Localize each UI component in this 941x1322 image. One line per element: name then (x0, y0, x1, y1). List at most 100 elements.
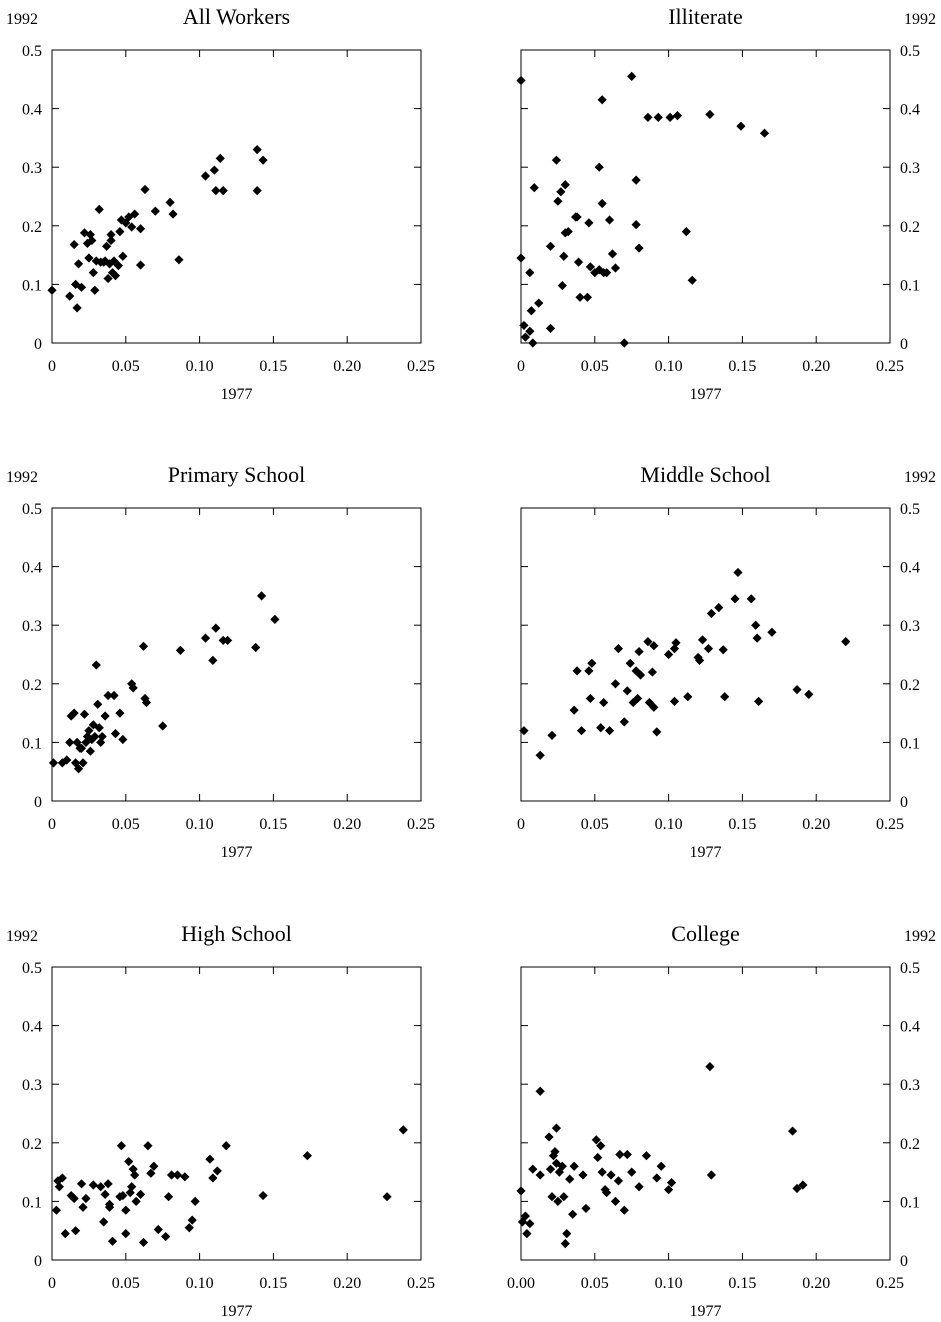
data-point (73, 259, 84, 269)
y-tick-label: 0 (900, 794, 908, 811)
x-tick-label: 0.10 (655, 358, 683, 375)
data-point (252, 186, 262, 196)
data-point (109, 256, 119, 266)
data-point (560, 1238, 570, 1249)
y-tick-label: 0.4 (900, 560, 920, 577)
data-point (205, 1154, 215, 1164)
data-point (200, 171, 211, 181)
x-tick-label: 0.10 (186, 816, 214, 833)
data-point (547, 1192, 557, 1202)
data-point (544, 1132, 554, 1142)
data-point (211, 623, 221, 633)
data-point (100, 1189, 110, 1199)
y-axis-label: 1992 (6, 928, 38, 945)
data-point (127, 222, 137, 232)
x-axis-label: 1977 (221, 386, 253, 403)
data-point (683, 692, 693, 702)
data-point (520, 332, 531, 342)
data-point (669, 696, 680, 706)
data-point (597, 1167, 607, 1177)
data-point (529, 183, 539, 193)
data-point (587, 658, 597, 668)
data-point (578, 1170, 588, 1180)
data-point (164, 1192, 174, 1202)
y-axis-label: 1992 (904, 928, 936, 945)
data-point (591, 1135, 601, 1145)
data-point (647, 667, 657, 677)
data-point (109, 690, 119, 701)
x-tick-label: 0.25 (407, 358, 435, 375)
data-point (166, 1170, 177, 1180)
data-point (565, 1174, 575, 1184)
data-point (91, 660, 101, 670)
x-tick-label: 0.00 (507, 1275, 535, 1292)
data-point (519, 320, 529, 331)
x-axis-label: 1977 (690, 386, 722, 403)
data-point (149, 1161, 159, 1171)
data-point (76, 743, 87, 753)
data-point (562, 1229, 572, 1239)
data-point (649, 641, 659, 651)
data-point (143, 1141, 153, 1151)
data-point (208, 655, 218, 665)
y-tick-label: 0.4 (900, 102, 920, 119)
x-tick-label: 0.20 (802, 358, 830, 375)
data-point (110, 729, 121, 739)
data-point (130, 209, 140, 219)
data-point (65, 291, 75, 301)
data-point (121, 1229, 131, 1239)
y-tick-label: 0.5 (22, 43, 42, 60)
data-point (174, 255, 184, 265)
data-point (634, 1182, 644, 1192)
data-point (54, 1182, 64, 1192)
data-point (71, 279, 81, 289)
data-point (99, 1217, 109, 1227)
data-point (150, 206, 160, 216)
data-point (516, 1186, 526, 1196)
data-point (652, 1173, 662, 1183)
data-point (581, 1203, 591, 1214)
data-point (597, 198, 607, 209)
data-point (694, 655, 705, 665)
data-point (606, 1170, 616, 1180)
data-point (221, 1141, 231, 1151)
data-point (270, 614, 280, 624)
data-point (613, 1176, 624, 1186)
x-axis-label: 1977 (690, 1303, 722, 1320)
data-point (665, 112, 675, 122)
x-tick-label: 0.20 (333, 358, 361, 375)
y-tick-label: 0.4 (22, 560, 42, 577)
data-point (172, 1170, 183, 1180)
data-point (619, 1205, 629, 1215)
y-tick-label: 0.3 (900, 160, 920, 177)
data-point (165, 197, 175, 207)
y-tick-label: 0.2 (22, 219, 42, 236)
data-point (81, 737, 91, 747)
data-point (103, 1179, 113, 1189)
data-point (130, 1170, 140, 1180)
data-point (557, 1161, 567, 1171)
y-tick-label: 0.1 (22, 735, 42, 752)
data-point (697, 635, 708, 645)
data-point (88, 1180, 98, 1190)
data-point (94, 723, 104, 733)
data-point (115, 708, 125, 718)
data-point (79, 228, 90, 238)
data-point (208, 1173, 218, 1183)
data-point (158, 721, 168, 731)
data-point (664, 649, 674, 660)
y-tick-label: 0.4 (22, 1019, 42, 1036)
x-axis-label: 1977 (221, 1303, 253, 1320)
plot-frame (51, 507, 422, 802)
data-point (569, 1161, 579, 1171)
x-tick-label: 0.15 (728, 358, 756, 375)
data-point (545, 241, 556, 251)
data-point (602, 1188, 612, 1198)
data-point (622, 686, 632, 696)
data-point (398, 1125, 408, 1135)
data-point (631, 220, 641, 230)
data-point (560, 180, 570, 190)
data-point (602, 268, 612, 278)
